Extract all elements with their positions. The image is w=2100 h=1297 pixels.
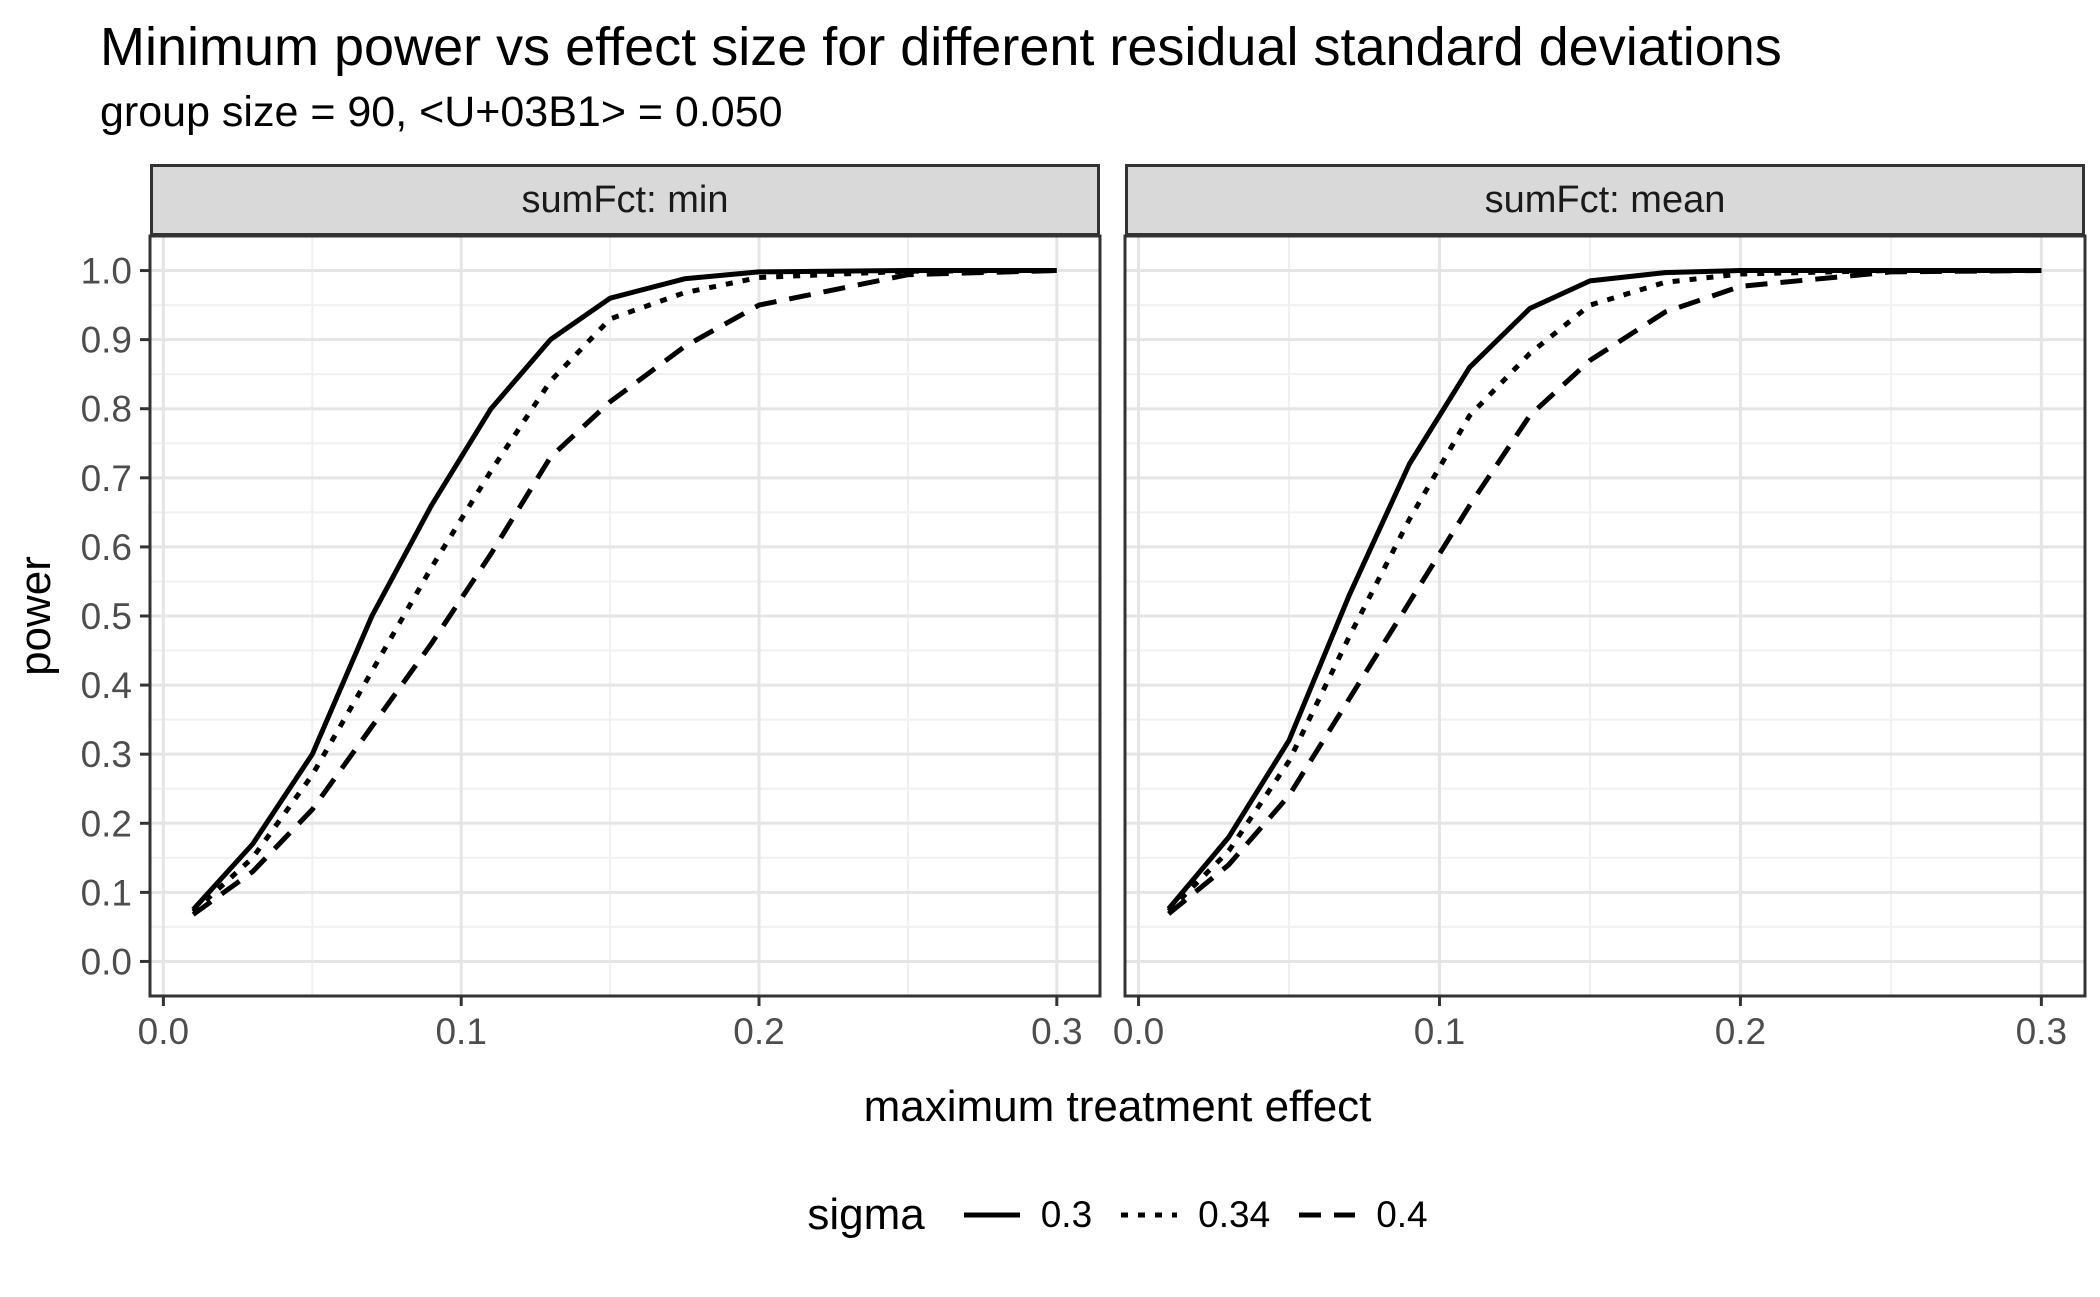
y-tick-label: 1.0 [81,251,132,292]
facet-strip-mean-label: sumFct: mean [1484,178,1726,221]
y-tick-label: 0.6 [81,527,132,568]
legend-title: sigma [807,1190,925,1239]
x-tick-label: 0.2 [1715,1011,1766,1052]
panel-border [1123,234,2087,998]
series-line-sigma-0.34 [191,268,1057,914]
facet-strip-mean: sumFct: mean [1125,164,2085,236]
x-tick-label: 0.1 [435,1011,486,1052]
legend-label-sigma-0.34: 0.34 [1198,1194,1271,1235]
legend-label-sigma-0.3: 0.3 [1040,1194,1093,1235]
y-tick-label: 0.9 [81,320,132,361]
series-line-sigma-0.3 [1166,268,2042,911]
x-tick-label: 0.1 [1414,1011,1465,1052]
legend-key-solid-line-icon [963,1212,1020,1218]
legend-label-sigma-0.4: 0.4 [1376,1194,1428,1235]
series-line-sigma-0.4 [1167,268,2042,916]
y-tick-label: 0.1 [81,872,132,913]
series-line-sigma-0.3 [191,268,1057,912]
y-axis-title: power [11,556,60,676]
y-tick-label: 0.7 [81,458,132,499]
legend: sigma 0.3 0.34 0.4 [150,1180,2085,1250]
series-line-sigma-0.34 [1166,268,2042,913]
y-tick-label: 0.4 [81,665,132,706]
series-line-sigma-0.4 [191,268,1057,917]
legend-entry-sigma-0.34: 0.34 [1118,1194,1270,1236]
y-tick-label: 0.5 [81,596,132,637]
legend-entry-sigma-0.4: 0.4 [1296,1194,1428,1236]
y-tick-label: 0.2 [81,803,132,844]
y-tick-label: 0.3 [81,734,132,775]
facet-strip-min-label: sumFct: min [521,178,729,221]
x-tick-label: 0.0 [1113,1011,1164,1052]
legend-key-dashed-line-icon [1299,1212,1356,1218]
x-tick-label: 0.2 [733,1011,784,1052]
chart-title: Minimum power vs effect size for differe… [100,17,1782,77]
x-tick-label: 0.3 [2016,1011,2067,1052]
chart-subtitle: group size = 90, <U+03B1> = 0.050 [100,88,783,136]
y-tick-label: 0.0 [81,941,132,982]
y-tick-label: 0.8 [81,389,132,430]
legend-key-dotted-line-icon [1121,1212,1178,1218]
legend-entry-sigma-0.3: 0.3 [961,1194,1092,1236]
x-tick-label: 0.0 [138,1011,189,1052]
x-tick-label: 0.3 [1031,1011,1082,1052]
x-axis-title: maximum treatment effect [863,1082,1372,1131]
